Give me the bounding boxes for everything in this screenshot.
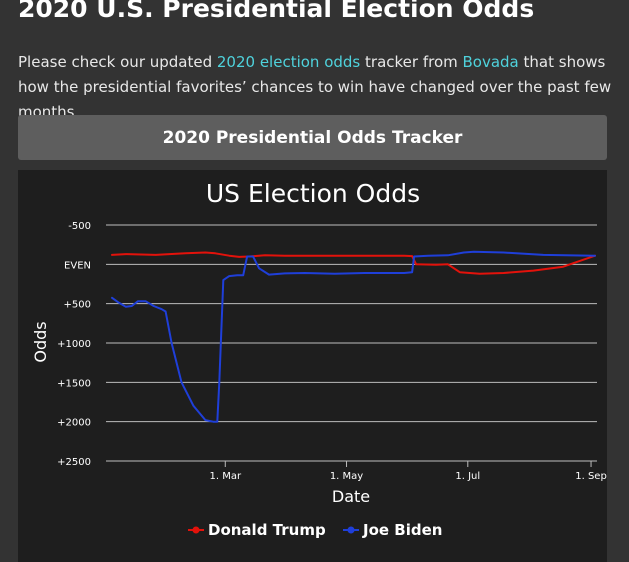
y-tick-label: +1000 — [57, 339, 91, 350]
election-odds-chart: US Election Odds -500 EVEN +500 +1000 +1500 +… — [31, 179, 607, 539]
legend-marker-icon — [192, 526, 200, 534]
y-tick-label: EVEN — [64, 260, 91, 271]
y-tick-label: +2500 — [57, 457, 91, 468]
y-tick-label: -500 — [68, 221, 91, 232]
intro-text-before: Please check our updated — [18, 53, 217, 71]
y-tick-label: +2000 — [57, 418, 91, 429]
y-tick-label: +1500 — [57, 378, 91, 389]
legend-marker-icon — [347, 526, 355, 534]
series-line-joe-biden — [111, 250, 596, 423]
x-tick-label: 1. May — [330, 471, 363, 482]
x-axis-label: Date — [332, 487, 370, 506]
election-odds-link[interactable]: 2020 election odds — [216, 53, 361, 71]
legend-label: Donald Trump — [208, 521, 326, 539]
intro-paragraph: Please check our updated 2020 election o… — [18, 50, 618, 125]
x-tick-label: 1. Sep — [575, 471, 607, 482]
x-tick-label: 1. Jul — [455, 471, 480, 482]
y-axis-ticks: -500 EVEN +500 +1000 +1500 +2000 +2500 — [57, 221, 91, 468]
legend-item-donald-trump[interactable]: Donald Trump — [188, 521, 326, 539]
bovada-link[interactable]: Bovada — [462, 53, 519, 71]
chart-grid — [106, 224, 597, 462]
series-line-donald-trump — [111, 251, 596, 275]
odds-tracker-header: 2020 Presidential Odds Tracker — [18, 115, 607, 160]
y-axis-label: Odds — [31, 321, 50, 362]
x-axis-ticks: 1. Mar 1. May 1. Jul 1. Sep — [209, 461, 607, 482]
chart-title: US Election Odds — [206, 179, 420, 208]
odds-chart-panel: US Election Odds -500 EVEN +500 +1000 +1500 +… — [18, 170, 607, 562]
legend-item-joe-biden[interactable]: Joe Biden — [343, 521, 442, 539]
chart-legend: Donald Trump Joe Biden — [188, 521, 442, 539]
chart-series — [111, 250, 596, 423]
legend-label: Joe Biden — [362, 521, 442, 539]
intro-text-middle: tracker from — [360, 53, 463, 71]
y-tick-label: +500 — [64, 300, 91, 311]
x-tick-label: 1. Mar — [209, 471, 241, 482]
page-title: 2020 U.S. Presidential Election Odds — [18, 0, 535, 23]
